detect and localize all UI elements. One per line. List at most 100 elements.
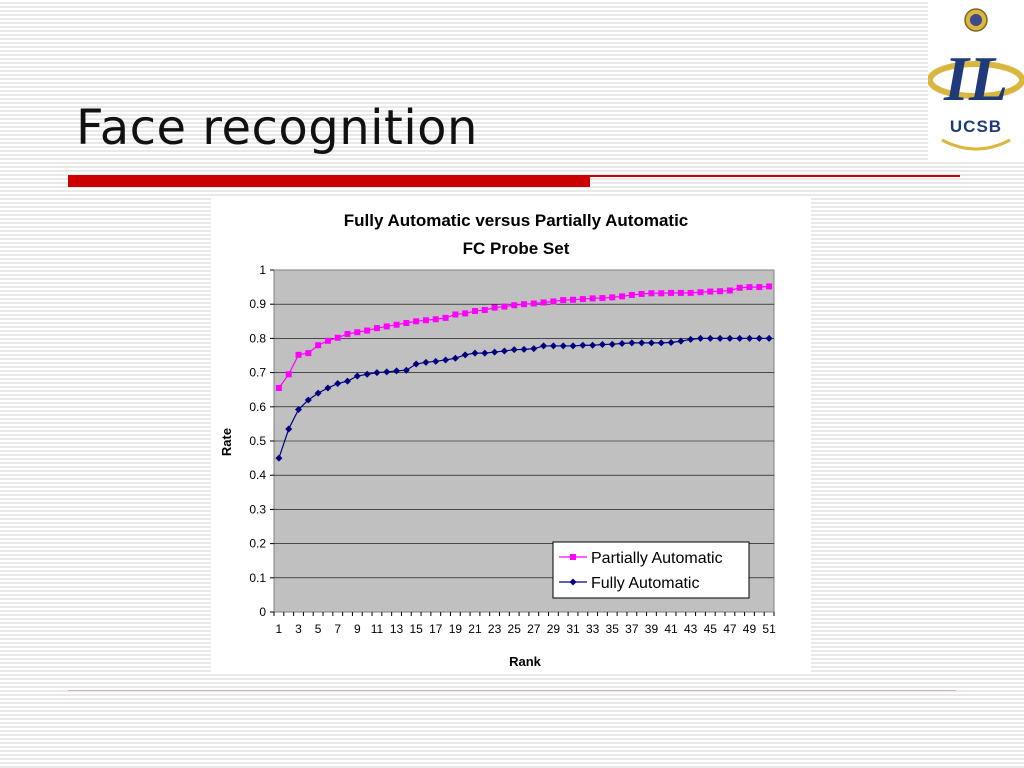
data-point (638, 290, 645, 297)
data-point (756, 284, 763, 291)
data-point (491, 304, 498, 311)
y-axis-ticks: 0 0.1 0.2 0.3 0.4 0.5 0.6 0.7 0.8 0.9 1 (249, 263, 274, 619)
footer-divider (68, 690, 956, 691)
data-point (413, 318, 420, 325)
data-point (579, 341, 587, 349)
x-axis-ticks: 1 3 5 7 9 11 13 15 17 19 21 23 25 27 29 31 33 35 37 39 41 43 4… (273, 612, 776, 636)
data-point (687, 335, 695, 343)
data-point (765, 334, 773, 342)
data-point (717, 288, 724, 295)
y-tick-label: 0.9 (249, 297, 266, 311)
logo-text: UCSB (950, 117, 1002, 136)
data-point (648, 290, 655, 297)
data-point (373, 369, 381, 377)
data-point (501, 303, 508, 310)
data-point (540, 342, 548, 350)
data-point (706, 334, 714, 342)
data-point (344, 377, 352, 385)
x-tick-label: 41 (664, 622, 678, 636)
x-tick-label: 15 (409, 622, 423, 636)
data-point (766, 283, 773, 290)
data-point (696, 334, 704, 342)
x-tick-label: 29 (547, 622, 561, 636)
ucsb-logo: IL UCSB (928, 0, 1024, 160)
data-point (334, 380, 342, 388)
y-tick-label: 0.4 (249, 468, 266, 482)
data-point (432, 357, 440, 365)
y-tick-label: 0.1 (249, 571, 266, 585)
data-point (442, 356, 450, 364)
data-point (403, 320, 410, 327)
data-point (638, 339, 646, 347)
data-point (511, 302, 518, 309)
series-partially-automatic (275, 283, 773, 391)
x-tick-label: 43 (684, 622, 698, 636)
data-point (755, 334, 763, 342)
data-point (570, 296, 577, 303)
x-tick-label: 19 (449, 622, 463, 636)
data-point (619, 293, 626, 300)
data-point (569, 342, 577, 350)
data-point (334, 334, 341, 341)
data-point (647, 339, 655, 347)
data-point (550, 298, 557, 305)
x-tick-label: 25 (508, 622, 522, 636)
y-tick-label: 1 (259, 263, 266, 277)
data-point (402, 366, 410, 374)
x-tick-label: 49 (743, 622, 757, 636)
x-tick-label: 9 (354, 622, 361, 636)
data-point (471, 349, 479, 357)
data-point (481, 307, 488, 314)
data-point (687, 289, 694, 296)
data-point (549, 342, 557, 350)
x-tick-label: 31 (566, 622, 580, 636)
data-point (305, 350, 312, 357)
data-point (530, 300, 537, 307)
legend-label-fully: Fully Automatic (591, 575, 699, 592)
data-point (746, 284, 753, 291)
logo-initials: IL (943, 43, 1008, 114)
y-tick-label: 0.3 (249, 502, 266, 516)
data-point (324, 384, 332, 392)
data-point (658, 290, 665, 297)
data-point (462, 310, 469, 317)
data-point (373, 325, 380, 332)
x-tick-label: 1 (276, 622, 283, 636)
data-point (393, 321, 400, 328)
x-tick-label: 45 (704, 622, 718, 636)
data-point (500, 347, 508, 355)
legend-marker-partial (570, 554, 576, 560)
series-layer (275, 283, 773, 462)
series-fully-automatic (275, 334, 773, 462)
data-point (471, 308, 478, 315)
data-point (295, 406, 303, 414)
chart-panel: Fully Automatic versus Partially Automat… (211, 196, 811, 672)
x-tick-label: 37 (625, 622, 639, 636)
data-point (275, 384, 282, 391)
data-point (461, 351, 469, 359)
x-tick-label: 27 (527, 622, 541, 636)
x-tick-label: 23 (488, 622, 502, 636)
data-point (422, 317, 429, 324)
data-point (677, 337, 685, 345)
data-point (589, 341, 597, 349)
x-tick-label: 47 (723, 622, 737, 636)
logo-swoosh (928, 61, 1024, 99)
data-point (353, 372, 361, 380)
data-point (736, 334, 744, 342)
x-tick-label: 7 (334, 622, 341, 636)
data-point (726, 287, 733, 294)
data-point (716, 334, 724, 342)
x-tick-label: 13 (390, 622, 404, 636)
y-axis-label: Rate (219, 428, 234, 456)
data-point (520, 345, 528, 353)
data-point (707, 288, 714, 295)
data-point (697, 289, 704, 296)
y-tick-label: 0.5 (249, 434, 266, 448)
data-point (521, 301, 527, 308)
data-point (285, 371, 292, 378)
data-point (579, 296, 586, 303)
data-point (618, 340, 626, 348)
data-point (452, 311, 459, 318)
y-tick-label: 0 (259, 605, 266, 619)
